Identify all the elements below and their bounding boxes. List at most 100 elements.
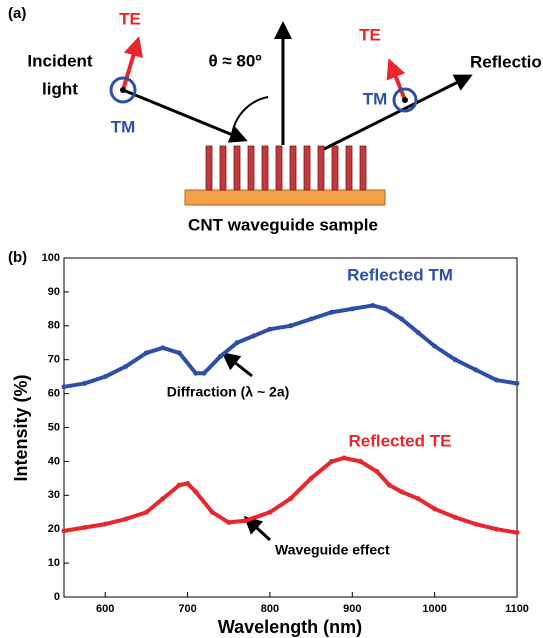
label: Incident	[27, 51, 93, 70]
nanotube	[247, 145, 255, 191]
angle-arc	[231, 96, 269, 136]
data-point	[308, 475, 314, 481]
data-point	[341, 455, 347, 461]
data-point	[452, 514, 458, 520]
data-point	[432, 343, 438, 349]
data-point	[374, 469, 380, 475]
nanotube	[275, 145, 283, 191]
annotation: Waveguide effect	[275, 542, 390, 558]
nanotube	[261, 145, 269, 191]
data-point	[432, 506, 438, 512]
nanotube	[331, 145, 339, 191]
y-axis-label: Intensity (%)	[11, 374, 31, 481]
annotation-arrow	[243, 515, 272, 542]
data-point	[514, 380, 520, 386]
nanotube	[289, 145, 297, 191]
data-point	[288, 323, 293, 329]
y-tick-label: 100	[42, 252, 60, 264]
tm-dot	[120, 87, 126, 93]
data-point	[329, 458, 335, 464]
data-point	[329, 309, 335, 315]
data-point	[234, 340, 240, 346]
label: Reflection	[470, 52, 543, 71]
data-point	[399, 316, 405, 322]
data-point	[201, 370, 207, 376]
nanotube	[219, 145, 227, 191]
reflected-arrow	[321, 74, 473, 152]
x-tick-label: 600	[96, 603, 114, 615]
x-tick-label: 700	[178, 603, 196, 615]
series-line	[63, 456, 518, 535]
label: light	[42, 79, 78, 98]
annotation-arrow	[221, 352, 253, 378]
data-point	[185, 480, 191, 486]
x-tick-label: 900	[343, 603, 361, 615]
data-point	[176, 482, 182, 488]
data-point	[493, 377, 499, 383]
data-point	[61, 384, 67, 390]
data-point	[160, 496, 166, 502]
data-point	[473, 367, 479, 373]
data-point	[415, 330, 421, 336]
data-point	[102, 374, 108, 380]
data-point	[160, 345, 166, 351]
y-tick-label: 10	[48, 557, 60, 569]
nanotubes	[205, 145, 367, 191]
data-point	[61, 528, 67, 534]
label: CNT waveguide sample	[188, 215, 378, 234]
data-point	[473, 521, 479, 527]
data-point	[514, 530, 520, 536]
y-tick-label: 70	[48, 354, 60, 366]
data-point	[493, 526, 499, 532]
data-point	[267, 509, 273, 515]
data-point	[349, 306, 355, 312]
data-point	[452, 357, 458, 363]
x-axis-label: Wavelength (nm)	[218, 617, 362, 637]
label: θ ≈ 80º	[208, 51, 261, 70]
y-tick-label: 60	[48, 388, 60, 400]
nanotube	[345, 145, 353, 191]
data-point	[415, 496, 421, 502]
data-point	[102, 521, 108, 527]
data-point	[143, 509, 149, 515]
incident-arrow	[122, 88, 248, 143]
data-point	[143, 350, 149, 356]
data-point	[226, 519, 232, 525]
y-tick-label: 90	[48, 286, 60, 298]
y-tick-label: 80	[48, 320, 60, 332]
y-tick-label: 0	[54, 591, 60, 603]
nanotube	[205, 145, 213, 191]
data-point	[250, 333, 256, 339]
tm-circle	[109, 76, 137, 104]
data-point	[288, 496, 293, 502]
substrate	[184, 189, 386, 206]
x-tick-label: 1100	[505, 603, 529, 615]
data-point	[386, 482, 392, 488]
data-point	[123, 516, 129, 522]
y-tick-label: 20	[48, 523, 60, 535]
te-arrow	[121, 36, 143, 91]
label: TM	[363, 89, 388, 108]
data-point	[242, 518, 248, 524]
y-tick-label: 50	[48, 421, 60, 433]
data-point	[193, 489, 199, 495]
label: TE	[359, 25, 381, 44]
label: TE	[119, 9, 141, 28]
data-point	[308, 316, 314, 322]
data-point	[267, 326, 273, 332]
data-point	[370, 302, 376, 308]
series-label: Reflected TE	[349, 431, 452, 450]
x-tick-label: 800	[261, 603, 279, 615]
y-tick-label: 30	[48, 489, 60, 501]
data-point	[382, 306, 388, 312]
label: TM	[111, 117, 136, 136]
nanotube	[303, 145, 311, 191]
nanotube	[233, 145, 241, 191]
data-point	[193, 370, 199, 376]
data-point	[358, 458, 364, 464]
data-point	[123, 363, 129, 369]
nanotube	[317, 145, 325, 191]
y-tick-label: 40	[48, 455, 60, 467]
panel-label: (a)	[8, 5, 26, 22]
